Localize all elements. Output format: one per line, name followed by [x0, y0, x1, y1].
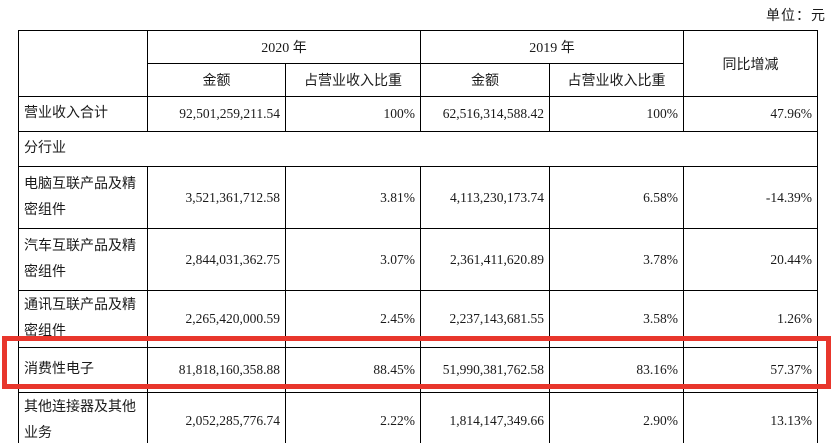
amount-2020-cell: 81,818,160,358.88: [147, 347, 286, 393]
ratio-2020-cell: 2.45%: [285, 290, 421, 348]
ratio-2019-cell: 3.58%: [549, 290, 684, 348]
table-row-section-by-industry: 分行业: [18, 131, 818, 167]
ratio-2020-cell: 2.22%: [285, 392, 421, 443]
yoy-cell: 1.26%: [683, 290, 818, 348]
ratio-2019-cell: 6.58%: [549, 166, 684, 229]
yoy-cell: 13.13%: [683, 392, 818, 443]
ratio-2019-cell: 3.78%: [549, 228, 684, 291]
yoy-cell: -14.39%: [683, 166, 818, 229]
ratio-2020-header: 占营业收入比重: [285, 63, 421, 97]
amount-2019-cell: 2,361,411,620.89: [420, 228, 550, 291]
ratio-2019-cell: 83.16%: [549, 347, 684, 393]
table-row-computer-interconnect: 电脑互联产品及精密组件 3,521,361,712.58 3.81% 4,113…: [18, 166, 818, 229]
ratio-2020-cell: 88.45%: [285, 347, 421, 393]
row-label: 汽车互联产品及精密组件: [18, 228, 148, 291]
year-2020-header: 2020 年: [147, 30, 421, 64]
row-label: 其他连接器及其他业务: [18, 392, 148, 443]
header-row-years: 2020 年 2019 年 同比增减: [18, 30, 818, 97]
table-row-total-revenue: 营业收入合计 92,501,259,211.54 100% 62,516,314…: [18, 96, 818, 132]
year-2019-header: 2019 年: [420, 30, 684, 64]
revenue-by-industry-table: 2020 年 2019 年 同比增减 金额 占营业收入比重 金额 占营业收入比重…: [18, 30, 818, 443]
amount-2020-cell: 2,052,285,776.74: [147, 392, 286, 443]
amount-2019-cell: 4,113,230,173.74: [420, 166, 550, 229]
table-row-communications-interconnect: 通讯互联产品及精密组件 2,265,420,000.59 2.45% 2,237…: [18, 290, 818, 348]
amount-2020-header: 金额: [147, 63, 286, 97]
ratio-2020-cell: 3.07%: [285, 228, 421, 291]
yoy-cell: 20.44%: [683, 228, 818, 291]
table-row-other-connectors: 其他连接器及其他业务 2,052,285,776.74 2.22% 1,814,…: [18, 392, 818, 443]
row-label: 通讯互联产品及精密组件: [18, 290, 148, 348]
corner-empty-cell: [18, 30, 148, 97]
amount-2019-cell: 1,814,147,349.66: [420, 392, 550, 443]
row-label: 营业收入合计: [18, 96, 148, 132]
ratio-2019-cell: 100%: [549, 96, 684, 132]
header-row-metrics: 金额 占营业收入比重 金额 占营业收入比重: [19, 63, 818, 97]
row-label: 电脑互联产品及精密组件: [18, 166, 148, 229]
amount-2019-cell: 2,237,143,681.55: [420, 290, 550, 348]
amount-2019-cell: 51,990,381,762.58: [420, 347, 550, 393]
table-row-automotive-interconnect: 汽车互联产品及精密组件 2,844,031,362.75 3.07% 2,361…: [18, 228, 818, 291]
table-row-consumer-electronics: 消费性电子 81,818,160,358.88 88.45% 51,990,38…: [18, 347, 818, 393]
yoy-header: 同比增减: [683, 30, 818, 97]
unit-label: 单位：元: [766, 9, 826, 24]
yoy-cell: 47.96%: [683, 96, 818, 132]
ratio-2020-cell: 100%: [285, 96, 421, 132]
amount-2020-cell: 2,844,031,362.75: [147, 228, 286, 291]
ratio-2019-header: 占营业收入比重: [549, 63, 684, 97]
section-label: 分行业: [18, 131, 818, 167]
row-label: 消费性电子: [18, 347, 148, 393]
amount-2019-header: 金额: [420, 63, 550, 97]
amount-2020-cell: 2,265,420,000.59: [147, 290, 286, 348]
amount-2020-cell: 92,501,259,211.54: [147, 96, 286, 132]
amount-2020-cell: 3,521,361,712.58: [147, 166, 286, 229]
ratio-2020-cell: 3.81%: [285, 166, 421, 229]
ratio-2019-cell: 2.90%: [549, 392, 684, 443]
yoy-cell: 57.37%: [683, 347, 818, 393]
amount-2019-cell: 62,516,314,588.42: [420, 96, 550, 132]
